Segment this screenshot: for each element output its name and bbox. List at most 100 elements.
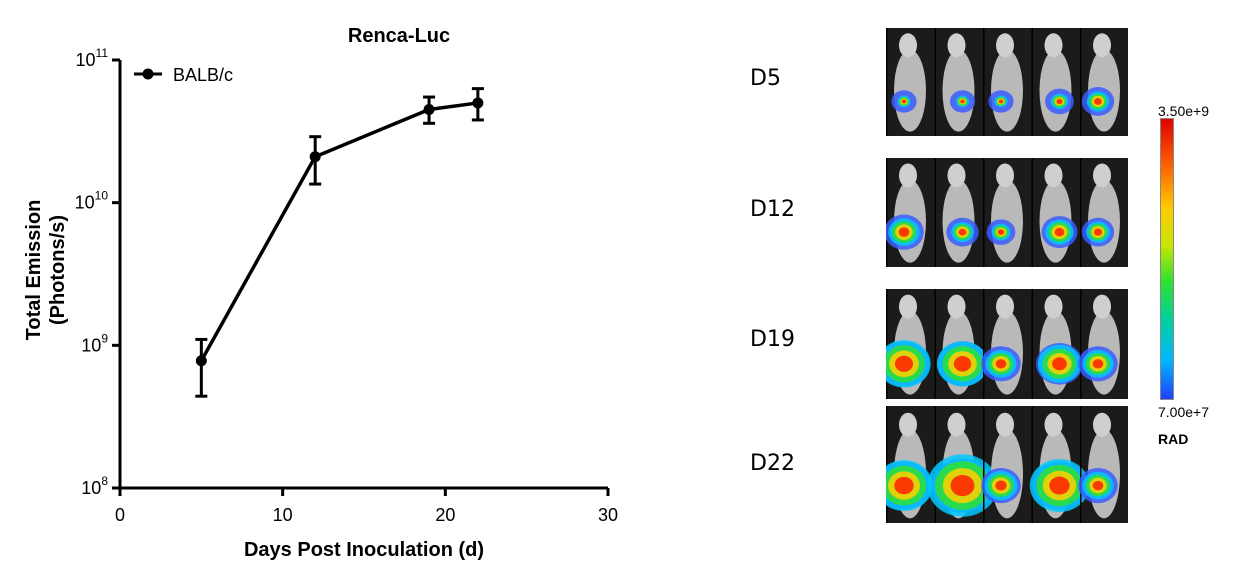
lane-divider — [1080, 406, 1082, 523]
mouse-head — [996, 412, 1014, 437]
legend-marker — [142, 68, 154, 80]
lane-divider — [983, 158, 985, 267]
signal-spot — [1056, 98, 1063, 105]
signal-spot — [894, 355, 914, 372]
y-tick-exponent: 10 — [95, 189, 109, 203]
signal-spot — [995, 359, 1007, 369]
lane-divider — [1031, 406, 1033, 523]
chart-title: Renca-Luc — [348, 25, 450, 47]
signal-spot — [950, 474, 975, 497]
legend: BALB/c — [134, 65, 233, 85]
signal-spot — [1092, 480, 1104, 491]
signal-spot — [1049, 476, 1070, 495]
mouse-head — [947, 33, 966, 58]
signal-spot — [960, 99, 965, 104]
plot-area — [195, 87, 484, 398]
imaging-panel-d5 — [886, 28, 1128, 136]
mouse-head — [899, 163, 917, 188]
scale-unit-label: RAD — [1158, 431, 1189, 447]
series-line — [199, 101, 479, 362]
imaging-panel-image — [886, 158, 1120, 267]
lane-divider — [1080, 289, 1082, 399]
lane-divider — [934, 28, 936, 136]
signal-spot — [953, 356, 972, 372]
mouse-head — [996, 163, 1014, 188]
lane-divider — [934, 406, 936, 523]
x-axis-label: Days Post Inoculation (d) — [244, 539, 484, 561]
day-label-d5: D5 — [750, 66, 781, 91]
mouse-head — [899, 33, 917, 58]
day-label-d12: D12 — [750, 197, 795, 222]
mouse-body — [894, 49, 926, 132]
lane-divider — [1031, 289, 1033, 399]
signal-spot — [1093, 228, 1103, 236]
lane-divider — [983, 289, 985, 399]
mouse-body — [942, 49, 975, 132]
mouse-head — [1044, 412, 1063, 437]
color-scale-bar — [1160, 118, 1174, 400]
imaging-panel-image — [886, 289, 1120, 399]
mouse-head — [947, 163, 966, 188]
signal-spot — [1052, 357, 1067, 371]
data-point — [472, 97, 484, 109]
y-tick-label: 1011 — [76, 46, 109, 70]
imaging-panel-d12 — [886, 158, 1128, 267]
signal-spot — [995, 480, 1007, 491]
signal-spot — [1094, 98, 1102, 105]
lane-divider — [983, 406, 985, 523]
x-tick-label: 0 — [115, 505, 125, 525]
data-point — [195, 355, 207, 367]
x-tick-label: 20 — [435, 505, 455, 525]
signal-spot — [958, 228, 967, 236]
y-tick-label: 108 — [81, 474, 108, 498]
y-axis-label-line1: Total Emission — [23, 200, 45, 341]
x-tick-label: 10 — [273, 505, 293, 525]
mouse-head — [996, 33, 1014, 58]
lane-divider — [1031, 28, 1033, 136]
scale-min-label: 7.00e+7 — [1158, 404, 1209, 420]
lane-divider — [886, 28, 888, 136]
signal-spot — [898, 227, 910, 237]
y-tick-exponent: 11 — [96, 46, 109, 60]
signal-spot — [894, 476, 914, 495]
imaging-panel-d22 — [886, 406, 1128, 523]
mouse-head — [899, 412, 917, 437]
data-point — [309, 151, 321, 163]
lane-divider — [934, 289, 936, 399]
imaging-panel-image — [886, 406, 1120, 523]
y-tick-label: 109 — [81, 331, 108, 355]
y-tick-label: 1010 — [75, 189, 109, 213]
y-axis-label-line2: (Photons/s) — [47, 215, 69, 325]
y-tick-exponent: 9 — [101, 331, 108, 345]
mouse-head — [1093, 412, 1111, 437]
lane-divider — [1031, 158, 1033, 267]
signal-spot — [1054, 227, 1065, 237]
scale-max-label: 3.50e+9 — [1158, 103, 1209, 119]
data-point — [423, 103, 435, 115]
signal-spot — [1092, 359, 1104, 369]
mouse-head — [899, 294, 917, 319]
signal-spot — [997, 229, 1005, 235]
mouse-head — [1093, 163, 1111, 188]
lane-divider — [934, 158, 936, 267]
signal-spot — [998, 99, 1004, 104]
mouse-head — [1093, 294, 1111, 319]
lane-divider — [983, 28, 985, 136]
mouse-head — [947, 412, 966, 437]
imaging-panel-d19 — [886, 289, 1128, 399]
day-label-d22: D22 — [750, 451, 795, 476]
legend-label: BALB/c — [173, 65, 233, 85]
mouse-head — [1044, 163, 1063, 188]
mouse-head — [1093, 33, 1111, 58]
signal-spot — [901, 99, 907, 104]
line-chart: Renca-Luc Total Emission (Photons/s) Day… — [23, 25, 618, 561]
mouse-head — [1044, 294, 1063, 319]
day-label-d19: D19 — [750, 327, 795, 352]
imaging-panel-image — [886, 28, 1120, 136]
lane-divider — [886, 406, 888, 523]
lane-divider — [886, 289, 888, 399]
y-tick-exponent: 8 — [101, 474, 108, 488]
mouse-head — [947, 294, 966, 319]
lane-divider — [1080, 28, 1082, 136]
